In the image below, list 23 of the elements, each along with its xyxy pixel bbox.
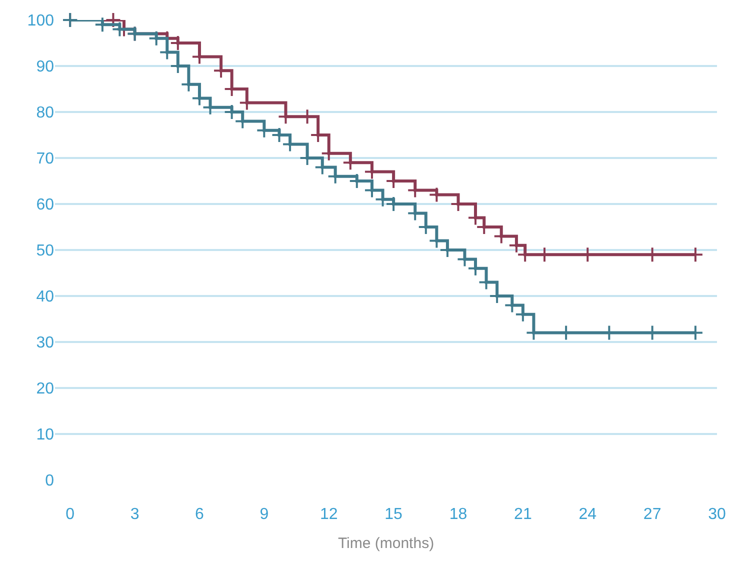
y-tick-label: 20 (36, 380, 54, 398)
y-tick-label: 0 (45, 472, 54, 490)
y-tick-label: 50 (36, 242, 54, 260)
x-tick-label: 27 (643, 506, 662, 523)
x-tick-label: 15 (384, 506, 403, 523)
x-tick-label: 6 (195, 506, 204, 523)
x-axis-title: Time (months) (338, 535, 434, 552)
y-tick-label: 60 (36, 196, 54, 214)
x-tick-label: 21 (514, 506, 532, 523)
y-tick-label: 70 (36, 150, 54, 168)
x-tick-label: 30 (708, 506, 726, 523)
x-tick-label: 0 (66, 506, 75, 523)
y-tick-label: 100 (27, 12, 54, 30)
x-tick-label: 3 (130, 506, 140, 523)
x-tick-label: 12 (320, 506, 338, 523)
y-tick-label: 40 (36, 288, 54, 306)
y-tick-label: 90 (36, 58, 54, 76)
x-tick-label: 18 (449, 506, 468, 523)
y-tick-label: 80 (36, 104, 54, 122)
x-tick-label: 24 (578, 506, 597, 523)
y-tick-label: 30 (36, 334, 54, 352)
x-tick-label: 9 (260, 506, 269, 523)
y-tick-label: 10 (36, 426, 54, 444)
